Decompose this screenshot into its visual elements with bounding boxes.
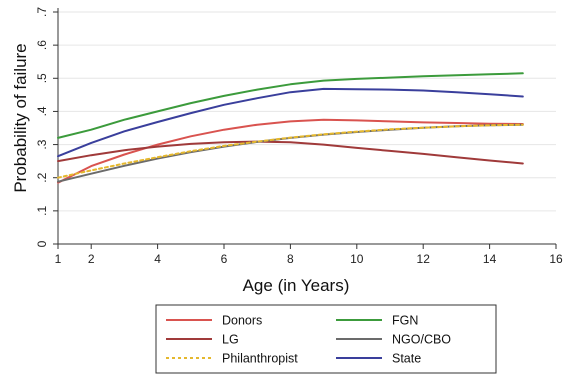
legend-label-donors: Donors — [222, 314, 262, 328]
series-line-lg — [57, 140, 524, 165]
legend-label-ngo-cbo: NGO/CBO — [392, 333, 451, 347]
legend: Donors FGN LG NGO/CBO Philanthropist State — [155, 304, 497, 374]
legend-label-state: State — [392, 352, 421, 366]
x-tick-label: 8 — [287, 252, 294, 266]
legend-box — [155, 304, 497, 374]
x-tick-label: 6 — [221, 252, 228, 266]
x-tick-label: 1 — [55, 252, 62, 266]
x-axis-title: Age (in Years) — [243, 276, 350, 295]
series-line-philanthropist — [57, 123, 524, 179]
x-tick-label: 2 — [88, 252, 95, 266]
y-tick-label: .3 — [35, 139, 49, 149]
axes — [53, 8, 557, 249]
legend-label-lg: LG — [222, 333, 239, 347]
y-tick-label: .4 — [35, 106, 49, 116]
x-tick-label: 14 — [483, 252, 497, 266]
x-tick-label: 16 — [549, 252, 563, 266]
y-tick-label: .2 — [35, 172, 49, 182]
series-line-fgn — [57, 72, 524, 139]
y-tick-label: .5 — [35, 73, 49, 83]
y-tick-label: 0 — [35, 240, 49, 247]
y-tick-label: .6 — [35, 40, 49, 50]
x-tick-label: 12 — [417, 252, 431, 266]
series-line-donors — [57, 118, 524, 184]
x-tick-label: 10 — [350, 252, 364, 266]
series-line-state — [57, 87, 524, 158]
series-lines — [57, 72, 524, 184]
legend-label-philanthropist: Philanthropist — [222, 352, 298, 366]
x-tick-label: 4 — [154, 252, 161, 266]
y-axis-title: Probability of failure — [11, 43, 30, 192]
y-tick-label: .7 — [35, 7, 49, 17]
grid-lines — [58, 11, 556, 212]
legend-label-fgn: FGN — [392, 314, 418, 328]
y-tick-label: .1 — [35, 206, 49, 216]
tick-labels: 0.1.2.3.4.5.6.71 2 4 6 8 10 12 14 16 — [35, 7, 563, 266]
